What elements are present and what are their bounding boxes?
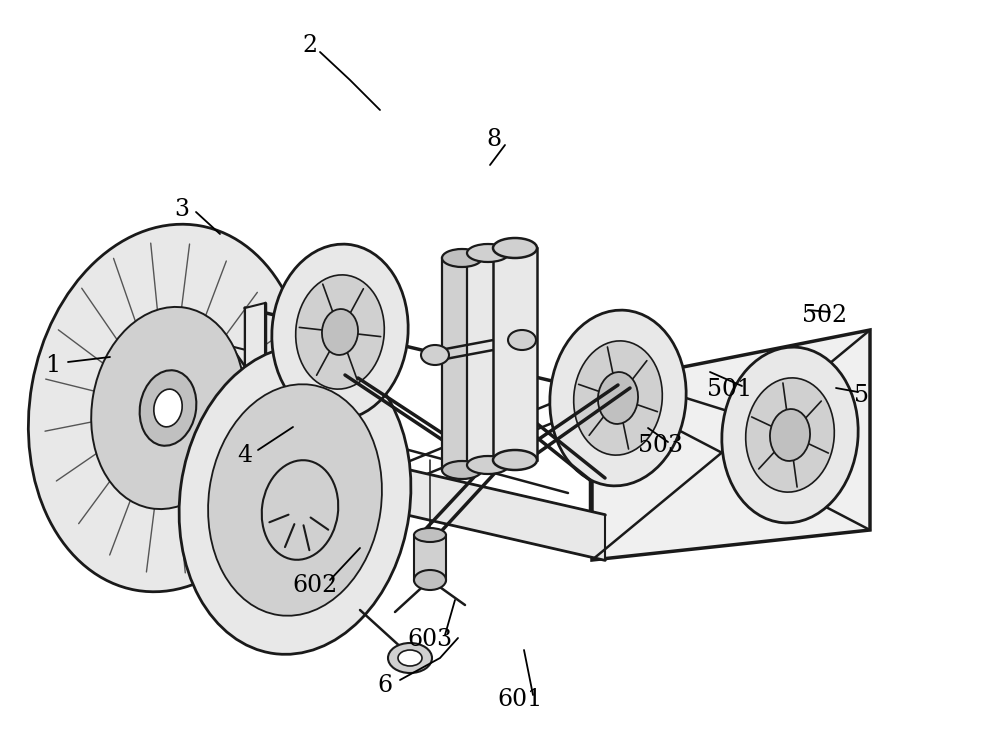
Text: 503: 503: [638, 433, 682, 457]
Text: 5: 5: [854, 383, 870, 406]
Text: 602: 602: [292, 574, 338, 596]
Polygon shape: [467, 253, 509, 465]
Polygon shape: [442, 258, 482, 470]
Ellipse shape: [598, 372, 638, 424]
Polygon shape: [365, 460, 605, 560]
Ellipse shape: [493, 238, 537, 258]
Ellipse shape: [388, 643, 432, 673]
Text: 502: 502: [802, 304, 848, 326]
Ellipse shape: [414, 570, 446, 590]
Text: 2: 2: [302, 34, 318, 56]
Ellipse shape: [722, 347, 858, 523]
Text: 601: 601: [497, 688, 543, 712]
Ellipse shape: [493, 450, 537, 470]
Polygon shape: [414, 535, 446, 580]
Ellipse shape: [746, 378, 834, 492]
Ellipse shape: [414, 528, 446, 542]
Ellipse shape: [262, 460, 338, 560]
Ellipse shape: [179, 346, 411, 654]
Ellipse shape: [296, 275, 384, 389]
Ellipse shape: [442, 249, 482, 267]
Ellipse shape: [414, 573, 446, 587]
Polygon shape: [493, 248, 537, 460]
Text: 3: 3: [175, 199, 190, 221]
Text: 8: 8: [486, 128, 502, 152]
Ellipse shape: [28, 224, 308, 592]
Text: 1: 1: [45, 353, 61, 376]
Ellipse shape: [322, 309, 358, 355]
Ellipse shape: [467, 456, 509, 474]
Ellipse shape: [421, 345, 449, 365]
Text: 4: 4: [237, 443, 253, 466]
Text: 501: 501: [707, 379, 753, 401]
Ellipse shape: [154, 389, 182, 427]
Polygon shape: [245, 303, 265, 460]
Ellipse shape: [208, 384, 382, 616]
Ellipse shape: [550, 310, 686, 486]
Ellipse shape: [442, 461, 482, 479]
Ellipse shape: [272, 244, 408, 420]
Polygon shape: [592, 330, 870, 560]
Ellipse shape: [574, 341, 662, 455]
Ellipse shape: [770, 409, 810, 461]
Ellipse shape: [467, 244, 509, 262]
Ellipse shape: [508, 330, 536, 350]
Text: 6: 6: [377, 674, 393, 697]
Text: 603: 603: [407, 628, 453, 652]
Polygon shape: [198, 338, 258, 478]
Ellipse shape: [140, 370, 196, 446]
Ellipse shape: [398, 650, 422, 666]
Ellipse shape: [91, 307, 245, 509]
